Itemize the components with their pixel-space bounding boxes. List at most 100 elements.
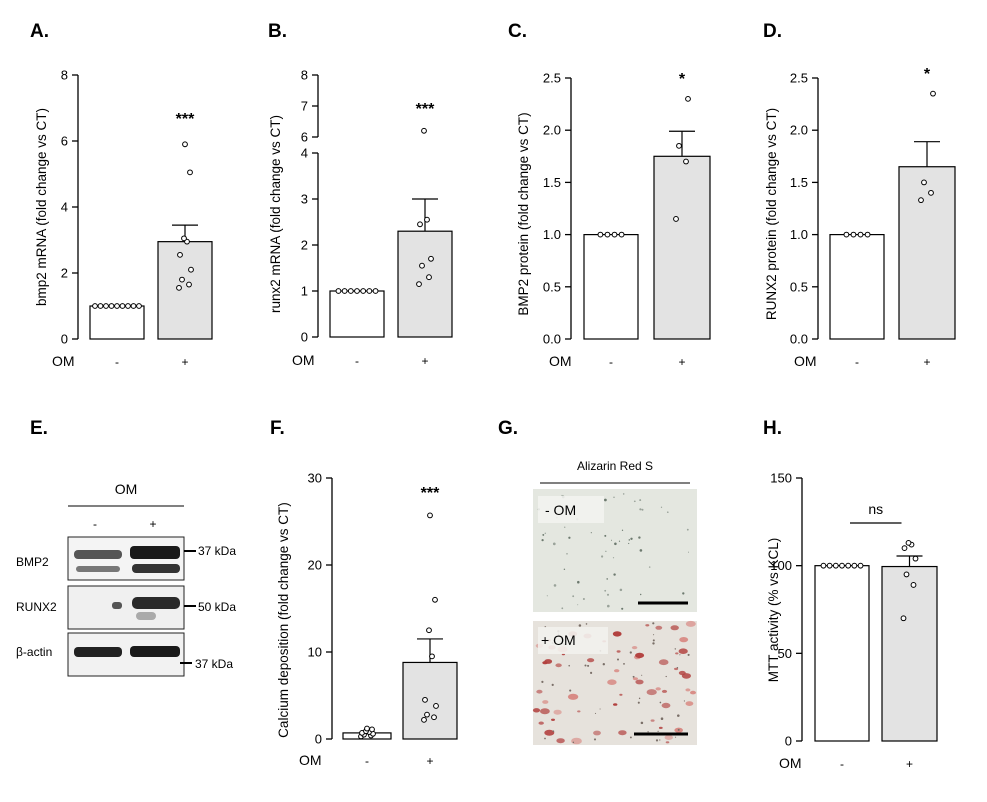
bar <box>829 234 885 340</box>
y-tick-label: 2.5 <box>790 71 808 86</box>
stain-nodule <box>675 652 679 655</box>
y-tick-label: 0.0 <box>790 332 808 347</box>
stain-nodule <box>616 650 621 653</box>
stain-nodule <box>536 689 543 694</box>
data-point <box>864 231 871 238</box>
data-point <box>820 562 827 569</box>
stain-nodule <box>678 648 688 654</box>
blot-band <box>132 597 180 609</box>
data-point <box>685 95 691 102</box>
y-tick-label: 0 <box>785 734 792 749</box>
y-tick-label: 20 <box>308 558 322 573</box>
stain-nodule <box>577 710 581 713</box>
stain-speck <box>621 529 624 531</box>
blot-band <box>130 546 180 559</box>
y-tick-label: 0 <box>61 332 68 347</box>
bar <box>329 290 385 338</box>
blot-treatment-label: OM <box>115 481 138 497</box>
stain-speck <box>561 494 563 497</box>
data-point <box>843 231 850 238</box>
western-blot: OM - + BMP2 37 kDa RUNX2 50 kDa β-actin … <box>16 481 236 677</box>
data-point <box>604 231 611 238</box>
stain-speck <box>578 624 582 627</box>
y-tick-label: 1 <box>301 284 308 299</box>
y-tick-label: 100 <box>770 558 792 573</box>
data-point <box>851 562 858 569</box>
stain-speck <box>638 536 641 539</box>
stain-speck <box>629 651 632 654</box>
stain-speck <box>639 549 643 552</box>
panel-label-c: C. <box>508 21 527 42</box>
stain-speck <box>676 666 679 669</box>
stain-speck <box>619 588 623 592</box>
bar <box>814 565 870 742</box>
significance-label: *** <box>416 101 435 118</box>
stain-speck <box>657 730 659 733</box>
stain-speck <box>587 664 590 667</box>
bar <box>157 241 213 340</box>
data-point <box>912 555 919 562</box>
y-axis-label: Calcium deposition (fold change vs CT) <box>276 502 291 738</box>
data-point <box>177 251 183 258</box>
stain-speck <box>632 675 635 678</box>
stain-speck <box>639 508 642 511</box>
blot-marker-actin: 37 kDa <box>195 657 233 671</box>
stain-speck <box>683 700 685 702</box>
bar <box>653 155 711 340</box>
significance-label: *** <box>176 111 195 128</box>
stain-speck <box>675 736 677 738</box>
stain-speck <box>629 736 632 739</box>
data-point <box>611 231 618 238</box>
stain-speck <box>686 528 689 531</box>
data-point <box>676 142 682 149</box>
stain-speck <box>622 493 625 495</box>
data-point <box>900 615 907 622</box>
stain-speck <box>577 604 579 606</box>
staining-title: Alizarin Red S <box>577 459 653 473</box>
stain-nodule <box>661 689 668 693</box>
stain-speck <box>601 555 604 558</box>
factor-label: OM <box>779 755 802 771</box>
stain-speck <box>613 496 615 498</box>
data-point <box>188 266 194 273</box>
staining-label-bg <box>538 496 604 523</box>
staining-label-plus-om: + OM <box>541 632 576 648</box>
data-point <box>364 725 370 732</box>
category-label: + <box>906 757 913 771</box>
stain-nodule <box>544 659 553 664</box>
stain-speck <box>544 532 547 535</box>
category-label: - <box>840 757 844 771</box>
category-label: - <box>355 354 359 368</box>
bar <box>402 661 458 740</box>
bar <box>397 230 453 338</box>
data-point <box>119 303 126 309</box>
stain-speck <box>613 573 616 576</box>
stain-speck <box>590 671 593 674</box>
y-tick-label: 3 <box>301 192 308 207</box>
blot-band <box>130 646 180 657</box>
y-tick-label: 10 <box>308 645 322 660</box>
chart-h-mtt-activity: 0 50 100 150 MTT activity (% vs KCL) - + OM ns <box>766 471 938 771</box>
stain-speck <box>687 551 690 553</box>
y-axis-label: bmp2 mRNA (fold change vs CT) <box>34 108 49 306</box>
chart-a-bmp2-mrna: 0 2 4 6 8 bmp2 mRNA (fold change vs CT) - + OM **… <box>34 68 213 369</box>
data-point <box>826 562 833 569</box>
stain-speck <box>605 550 607 552</box>
stain-speck <box>666 511 669 514</box>
y-tick-label: 1.0 <box>543 227 561 242</box>
y-tick-label: 1.0 <box>790 227 808 242</box>
data-point <box>360 288 367 294</box>
panel-label-f: F. <box>270 418 285 439</box>
stain-speck <box>566 553 568 555</box>
data-point <box>125 303 131 309</box>
blot-label-actin: β-actin <box>16 645 52 659</box>
data-point <box>103 303 109 309</box>
bar <box>881 565 938 742</box>
y-axis-label: runx2 mRNA (fold change vs CT) <box>268 115 283 313</box>
blot-lane-minus: - <box>93 517 97 531</box>
stain-speck <box>647 731 649 733</box>
stain-speck <box>612 557 615 559</box>
y-tick-label: 0.5 <box>790 279 808 294</box>
stain-speck <box>679 654 681 656</box>
stain-nodule <box>690 690 696 695</box>
